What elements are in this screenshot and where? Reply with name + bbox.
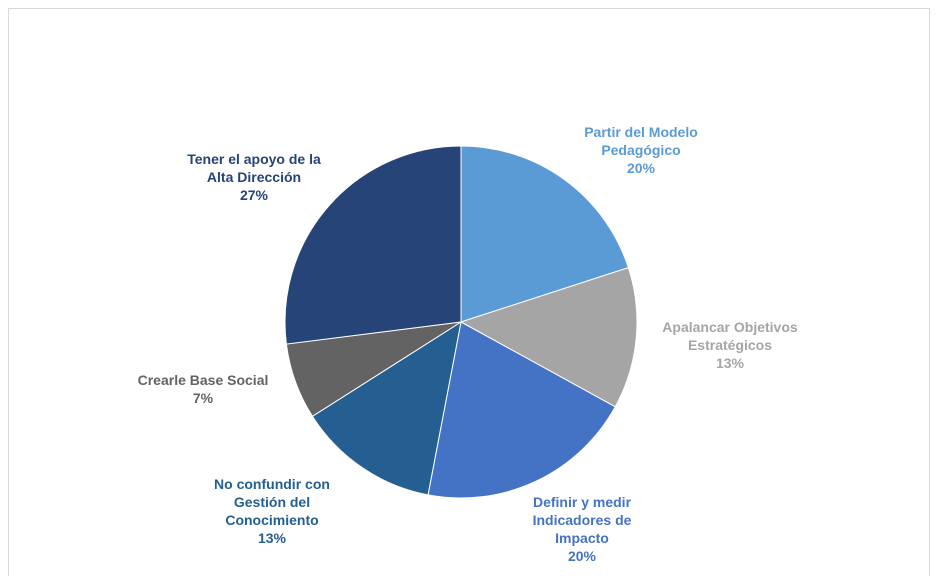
pie-slice (311, 320, 462, 496)
slice-label: Definir y medir Indicadores de Impacto (533, 494, 632, 546)
slice-value-label: 27% (240, 187, 269, 203)
pie-slice (459, 266, 638, 408)
slice-label: Partir del Modelo Pedagógico (584, 124, 698, 158)
slice-value-label: 13% (258, 530, 287, 546)
slice-label: Apalancar Objetivos Estratégicos (662, 319, 798, 353)
slice-value-label: 13% (716, 355, 745, 371)
slice-value-label: 20% (568, 548, 597, 564)
pie-slice (460, 145, 630, 323)
slice-value-label: 20% (627, 160, 656, 176)
slice-label: No confundir con Gestión del Conocimiento (214, 476, 330, 528)
slice-label: Tener el apoyo de la Alta Dirección (187, 151, 321, 185)
slice-label: Crearle Base Social (138, 372, 269, 388)
slice-value-label: 7% (193, 390, 214, 406)
pie-slice (427, 321, 616, 499)
pie-slice (284, 145, 462, 345)
